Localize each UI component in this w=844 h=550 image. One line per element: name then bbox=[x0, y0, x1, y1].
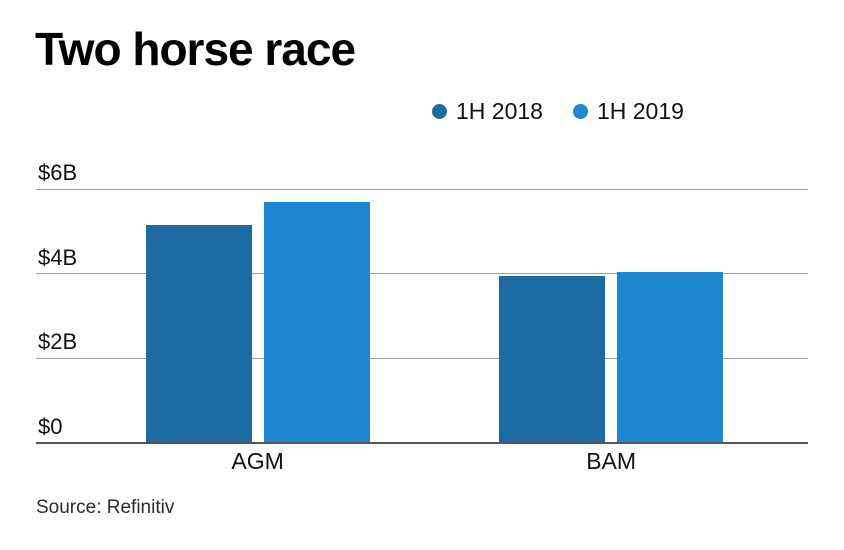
ytick-label-$2B: $2B bbox=[38, 329, 78, 355]
xtick-label-BAM: BAM bbox=[586, 448, 637, 474]
bar-AGM-1H-2019 bbox=[263, 201, 370, 443]
bar-BAM-1H-2019 bbox=[617, 271, 724, 443]
gridline-$2B bbox=[36, 357, 808, 359]
source-note: Source: Refinitiv bbox=[36, 497, 175, 518]
plot-area: $0 $2B $4B $6B AGM BAM bbox=[36, 162, 808, 473]
bar-BAM-1H-2018 bbox=[499, 275, 606, 443]
legend-label-1h-2018: 1H 2018 bbox=[456, 98, 543, 124]
legend-dot-icon bbox=[572, 103, 588, 119]
legend-item-1h-2019: 1H 2019 bbox=[572, 98, 684, 124]
legend-dot-icon bbox=[432, 103, 447, 119]
ytick-label-$4B: $4B bbox=[38, 244, 78, 270]
legend-item-1h-2018: 1H 2018 bbox=[432, 99, 543, 123]
gridline-$6B bbox=[36, 188, 808, 190]
chart-title: Two horse race bbox=[35, 23, 356, 75]
legend-label-1h-2019: 1H 2019 bbox=[596, 98, 684, 124]
bar-AGM-1H-2018 bbox=[145, 224, 252, 443]
x-axis-baseline bbox=[36, 442, 808, 444]
ytick-label-$0: $0 bbox=[38, 414, 63, 439]
xtick-label-AGM: AGM bbox=[231, 448, 284, 474]
ytick-label-$6B: $6B bbox=[38, 160, 78, 185]
gridline-$4B bbox=[36, 273, 808, 275]
legend: 1H 2018 1H 2019 bbox=[432, 99, 684, 123]
